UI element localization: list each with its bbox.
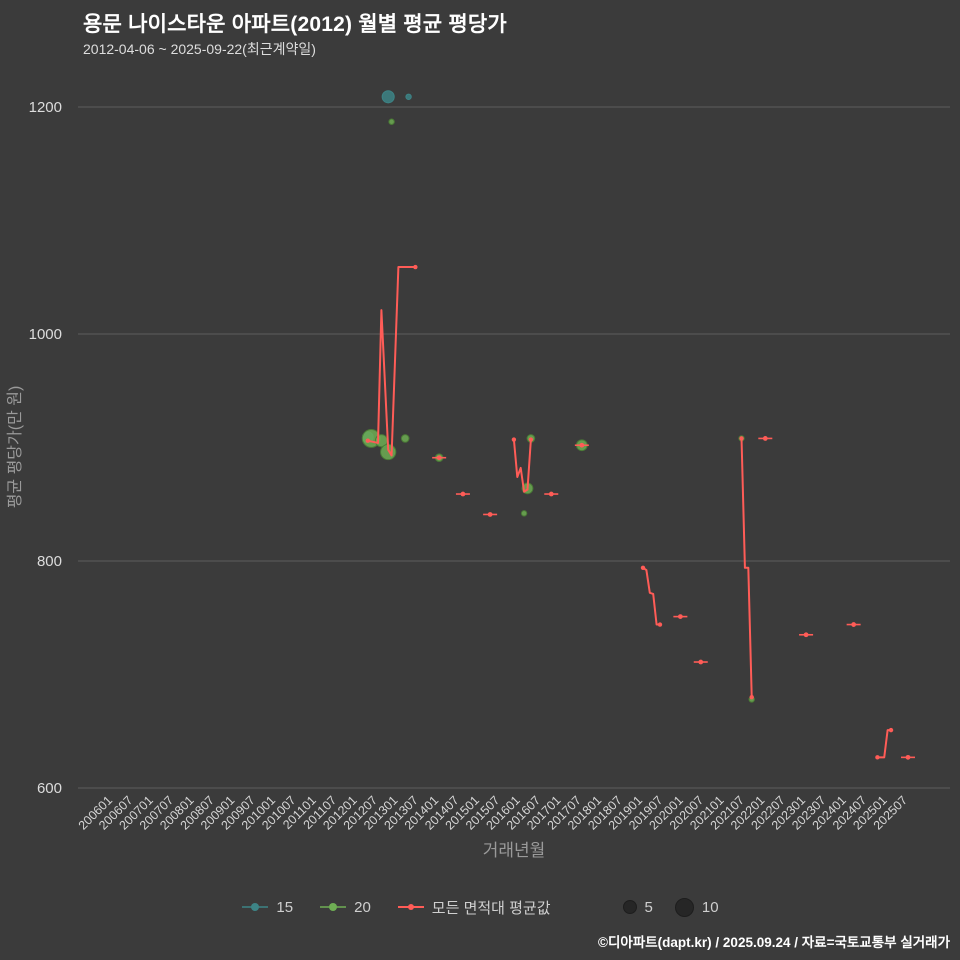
avg-point[interactable] [436,455,442,461]
scatter-point-20[interactable] [400,434,410,443]
avg-line-segment[interactable] [740,437,753,699]
avg-point[interactable] [413,264,418,270]
avg-point[interactable] [851,622,857,627]
y-axis-label: 평균 평당가(만 원) [6,386,24,509]
avg-point[interactable] [677,614,683,620]
avg-point[interactable] [749,695,754,700]
size-label-10: 10 [701,898,719,916]
green-point-icon [320,903,347,911]
y-tick-label: 600 [37,780,62,797]
avg-line-segment[interactable] [642,566,661,626]
legend-item-15[interactable]: 15 [241,899,293,916]
footer-credit: ©디아파트(dapt.kr) / 2025.09.24 / 자료=국토교통부 실… [598,935,950,950]
page-title: 용문 나이스타운 아파트(2012) 월별 평균 평당가 [83,13,507,36]
size-dot-10-icon [674,897,694,917]
legend-label-average: 모든 면적대 평균값 [431,899,551,917]
avg-point[interactable] [487,512,493,517]
avg-point[interactable] [460,491,466,497]
legend-item-20[interactable]: 20 [319,899,371,916]
avg-point[interactable] [548,491,554,497]
scatter-point-15[interactable] [381,90,395,104]
scatter-point-15[interactable] [405,93,412,100]
avg-point[interactable] [640,565,646,571]
avg-point[interactable] [875,755,880,760]
avg-point[interactable] [888,727,894,733]
legend: 15 20 모든 면적대 평균값 5 10 [0,890,960,924]
avg-line-segment[interactable] [366,266,417,457]
avg-line-segment[interactable] [876,729,893,759]
avg-point[interactable] [905,754,911,760]
red-line-icon [397,904,424,910]
chart-plot-area: 6008001000120020060120060720070120070720… [6,90,950,860]
avg-point[interactable] [803,632,809,638]
y-tick-label: 800 [37,553,62,570]
avg-point[interactable] [739,436,744,441]
y-tick-label: 1200 [29,99,62,116]
avg-point[interactable] [511,437,517,442]
teal-point-icon [242,903,269,911]
page-subtitle: 2012-04-06 ~ 2025-09-22(최근계약일) [83,41,316,57]
size-label-5: 5 [644,898,653,916]
scatter-point-20[interactable] [520,510,528,517]
avg-point[interactable] [528,437,534,442]
x-axis-label: 거래년월 [483,841,546,860]
avg-point[interactable] [657,622,663,627]
y-tick-label: 1000 [29,326,62,343]
legend-label-15: 15 [276,898,294,916]
scatter-point-20[interactable] [388,118,395,125]
avg-point[interactable] [579,442,585,448]
legend-label-20: 20 [354,898,371,916]
avg-point[interactable] [365,438,371,443]
legend-item-average[interactable]: 모든 면적대 평균값 [397,897,551,918]
size-dot-5-icon [622,900,637,914]
size-legend: 5 10 [622,897,719,917]
avg-point[interactable] [698,659,704,665]
avg-point[interactable] [762,436,768,441]
avg-line-segment[interactable] [512,438,532,493]
